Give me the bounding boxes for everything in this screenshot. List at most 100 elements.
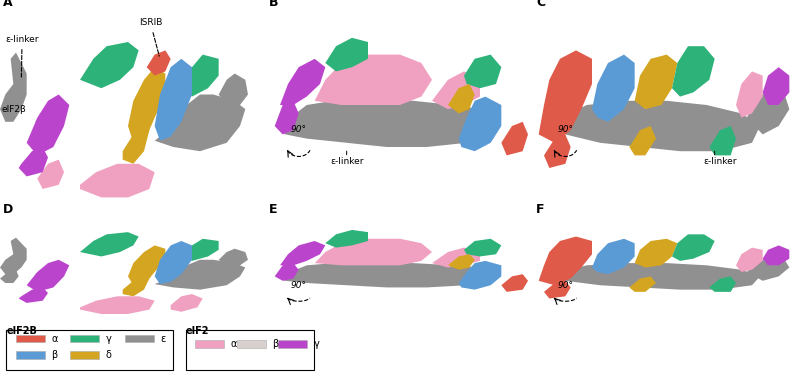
Polygon shape xyxy=(122,118,150,164)
Polygon shape xyxy=(280,59,326,105)
Polygon shape xyxy=(464,239,502,256)
Bar xyxy=(278,340,307,348)
Polygon shape xyxy=(18,147,48,176)
Text: D: D xyxy=(2,203,13,216)
Polygon shape xyxy=(80,42,138,88)
Polygon shape xyxy=(146,50,170,76)
Polygon shape xyxy=(746,88,790,134)
Polygon shape xyxy=(736,248,762,272)
Polygon shape xyxy=(630,126,656,155)
Polygon shape xyxy=(746,256,790,281)
Text: δ: δ xyxy=(106,350,111,360)
Polygon shape xyxy=(538,50,592,143)
Polygon shape xyxy=(634,55,678,109)
Bar xyxy=(16,351,45,358)
Text: eIF2B: eIF2B xyxy=(6,326,38,336)
Polygon shape xyxy=(538,237,592,285)
Polygon shape xyxy=(710,126,736,155)
Polygon shape xyxy=(458,261,502,290)
Polygon shape xyxy=(432,71,480,109)
Polygon shape xyxy=(218,249,248,266)
Text: eIF2β: eIF2β xyxy=(2,105,26,114)
Text: E: E xyxy=(270,203,278,216)
Bar xyxy=(16,335,45,342)
Polygon shape xyxy=(544,134,570,168)
Polygon shape xyxy=(128,67,166,143)
Polygon shape xyxy=(154,260,246,290)
Polygon shape xyxy=(710,276,736,292)
Bar xyxy=(70,351,99,358)
Text: β: β xyxy=(51,350,58,360)
Text: 90°: 90° xyxy=(290,125,306,134)
Text: B: B xyxy=(270,0,279,9)
Text: ε: ε xyxy=(160,334,166,344)
Polygon shape xyxy=(218,74,248,105)
Polygon shape xyxy=(0,238,26,274)
Polygon shape xyxy=(182,55,218,97)
Polygon shape xyxy=(464,55,502,88)
Polygon shape xyxy=(326,38,368,71)
Polygon shape xyxy=(544,281,570,298)
Bar xyxy=(195,340,224,348)
Polygon shape xyxy=(38,160,64,189)
Polygon shape xyxy=(762,245,790,266)
Polygon shape xyxy=(432,248,480,267)
Polygon shape xyxy=(672,234,714,261)
Polygon shape xyxy=(326,230,368,248)
Bar xyxy=(237,340,266,348)
Polygon shape xyxy=(122,272,150,296)
Polygon shape xyxy=(592,55,634,122)
Polygon shape xyxy=(34,267,54,276)
Polygon shape xyxy=(630,276,656,292)
Polygon shape xyxy=(280,263,502,288)
Polygon shape xyxy=(314,55,432,105)
Polygon shape xyxy=(502,122,528,155)
Polygon shape xyxy=(154,241,192,284)
Polygon shape xyxy=(736,71,762,118)
Text: ε-linker: ε-linker xyxy=(6,35,39,77)
Bar xyxy=(70,335,99,342)
Polygon shape xyxy=(154,59,192,141)
Polygon shape xyxy=(554,263,760,290)
Text: α: α xyxy=(230,339,237,349)
Polygon shape xyxy=(280,241,326,266)
Polygon shape xyxy=(26,260,70,292)
Polygon shape xyxy=(554,101,760,151)
Polygon shape xyxy=(592,239,634,274)
Polygon shape xyxy=(0,270,18,283)
Polygon shape xyxy=(458,97,502,151)
Polygon shape xyxy=(170,294,202,312)
Text: 90°: 90° xyxy=(290,280,306,290)
Polygon shape xyxy=(18,288,48,303)
Text: ε-linker: ε-linker xyxy=(703,157,737,166)
Text: C: C xyxy=(536,0,545,9)
Text: γ: γ xyxy=(314,339,319,349)
Text: 90°: 90° xyxy=(558,125,574,134)
Polygon shape xyxy=(502,274,528,292)
Polygon shape xyxy=(634,239,678,267)
Polygon shape xyxy=(274,101,298,134)
Polygon shape xyxy=(26,94,70,155)
Polygon shape xyxy=(280,101,502,147)
Polygon shape xyxy=(762,67,790,105)
Bar xyxy=(125,335,154,342)
Text: F: F xyxy=(536,203,545,216)
Polygon shape xyxy=(182,239,218,261)
Text: ε-linker: ε-linker xyxy=(330,157,363,166)
Bar xyxy=(6,330,173,370)
Polygon shape xyxy=(80,164,154,197)
Polygon shape xyxy=(672,46,714,97)
Bar xyxy=(186,330,314,370)
Polygon shape xyxy=(80,296,154,314)
Polygon shape xyxy=(0,53,26,122)
Text: 90°: 90° xyxy=(558,280,574,290)
Polygon shape xyxy=(314,239,432,266)
Polygon shape xyxy=(448,254,474,270)
Text: β: β xyxy=(272,339,278,349)
Text: eIF2: eIF2 xyxy=(186,326,209,336)
Polygon shape xyxy=(274,263,298,281)
Polygon shape xyxy=(128,245,166,285)
Polygon shape xyxy=(448,84,474,113)
Text: α: α xyxy=(51,334,58,344)
Text: A: A xyxy=(2,0,12,9)
